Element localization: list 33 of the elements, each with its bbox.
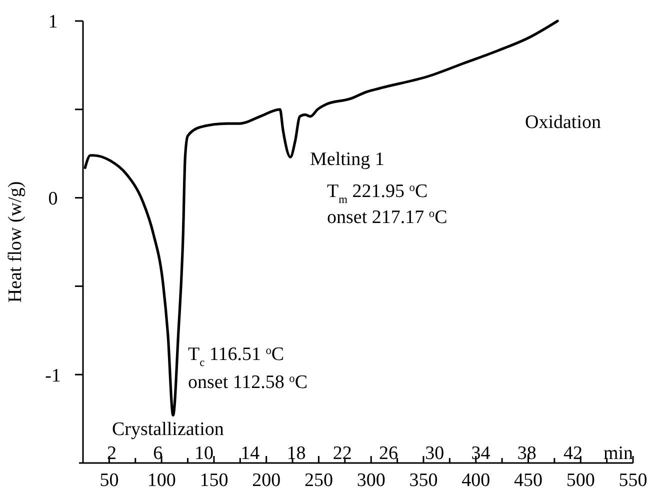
x-tick-label: 100 <box>147 470 176 491</box>
x-tick-label: 300 <box>356 470 386 491</box>
y-tick-label: -1 <box>45 365 61 386</box>
y-axis-title: Heat flow (w/g) <box>5 181 26 303</box>
annotation: Oxidation <box>525 112 602 133</box>
x2-tick-label: 22 <box>332 443 352 464</box>
annotation: Melting 1 <box>310 149 384 170</box>
x2-tick-label: 38 <box>517 443 536 464</box>
x2-tick-label: 14 <box>240 443 260 464</box>
x-tick-label: 250 <box>304 470 333 491</box>
x2-axis-title: min <box>603 443 634 464</box>
y-tick-label: 0 <box>48 188 58 210</box>
x-tick-label: 150 <box>200 470 228 491</box>
x2-tick-label: 30 <box>425 443 444 464</box>
x-tick-label: 200 <box>252 470 281 491</box>
annotation: onset 217.17 $^{o}$C <box>327 207 448 228</box>
y-tick-label: 1 <box>48 12 58 33</box>
x-tick-label: 550 <box>618 470 648 491</box>
x2-tick-label: 34 <box>471 443 491 464</box>
annotation: T$_{c}$ 116.51 $^{o}$C <box>188 344 284 369</box>
annotation: Crystallization <box>112 419 224 440</box>
x-tick-label: 350 <box>409 470 438 491</box>
annotation: onset 112.58 $^{o}$C <box>188 372 308 393</box>
x-tick-label: 400 <box>462 470 490 491</box>
x2-tick-label: 6 <box>153 443 163 464</box>
x2-tick-label: 18 <box>286 443 306 464</box>
x2-tick-label: 26 <box>379 443 398 464</box>
x-tick-label: 500 <box>566 470 595 491</box>
x2-tick-label: 10 <box>194 443 214 464</box>
annotation: T$_{m}$ 221.95 $^{o}$C <box>327 181 428 206</box>
x-tick-label: 50 <box>100 470 119 491</box>
x-tick-label: 450 <box>514 470 542 491</box>
x2-tick-label: 42 <box>564 443 583 464</box>
